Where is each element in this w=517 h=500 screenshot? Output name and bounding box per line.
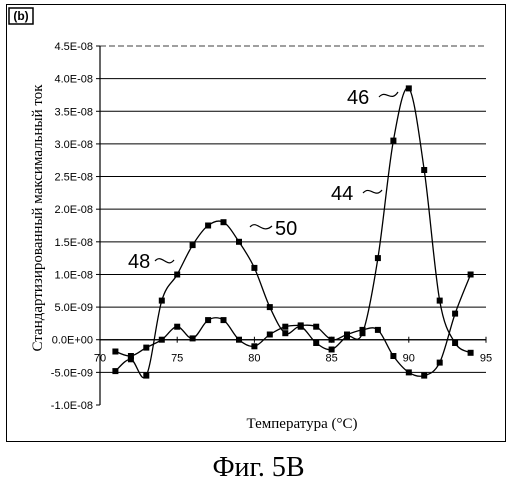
data-point [421, 373, 427, 379]
y-tick-label: 1.0E-08 [54, 269, 93, 281]
data-point [298, 324, 304, 330]
data-point [205, 223, 211, 229]
y-tick-label: 1.5E-08 [54, 237, 93, 249]
y-tick-label: 5.0E-09 [54, 302, 93, 314]
data-point [329, 337, 335, 343]
data-point [437, 360, 443, 366]
data-point [329, 347, 335, 353]
data-point [375, 255, 381, 261]
leader-50 [250, 225, 272, 229]
data-point [174, 324, 180, 330]
y-tick-label: -1.0E-08 [51, 400, 93, 412]
leader-48 [155, 259, 174, 263]
y-tick-label: 0.0E+00 [52, 335, 93, 347]
x-tick-label: 70 [94, 353, 106, 365]
data-point [406, 85, 412, 91]
annotations: 46 44 50 48 [128, 87, 398, 273]
y-tick-label: 2.0E-08 [54, 204, 93, 216]
y-tick-label: 2.5E-08 [54, 172, 93, 184]
y-tick-label: 3.5E-08 [54, 106, 93, 118]
leader-46 [379, 92, 398, 97]
data-point [313, 324, 319, 330]
data-point [221, 317, 227, 323]
x-axis-title: Температура (°C) [247, 416, 358, 432]
data-point [313, 340, 319, 346]
panel-tag: (b) [9, 8, 33, 24]
data-point [267, 332, 273, 338]
data-point [375, 327, 381, 333]
series-44 [112, 272, 473, 379]
data-point [190, 335, 196, 341]
data-point [251, 265, 257, 271]
data-point [421, 167, 427, 173]
y-tick-label: 4.5E-08 [54, 41, 93, 53]
x-tick-label: 85 [325, 353, 337, 365]
data-point [143, 345, 149, 351]
gridlines [100, 46, 486, 372]
series-line-44 [115, 275, 470, 377]
data-point [390, 138, 396, 144]
label-44: 44 [331, 183, 353, 205]
data-point [452, 340, 458, 346]
data-point [174, 272, 180, 278]
data-point [112, 349, 118, 355]
label-46: 46 [347, 87, 369, 109]
data-point [205, 317, 211, 323]
data-point [282, 330, 288, 336]
data-point [267, 304, 273, 310]
data-point [406, 369, 412, 375]
data-point [143, 373, 149, 379]
panel-tag-label: (b) [13, 9, 28, 23]
data-point [344, 334, 350, 340]
x-tick-label: 90 [403, 353, 415, 365]
y-tick-label: -5.0E-09 [51, 367, 93, 379]
label-48: 48 [128, 251, 150, 273]
data-point [112, 368, 118, 374]
x-tick-label: 75 [171, 353, 183, 365]
leader-44 [363, 190, 382, 193]
data-point [468, 350, 474, 356]
y-tick-label: 3.0E-08 [54, 139, 93, 151]
data-point [236, 337, 242, 343]
data-point [190, 242, 196, 248]
data-point [251, 343, 257, 349]
data-point [221, 219, 227, 225]
data-point [159, 298, 165, 304]
data-point [452, 311, 458, 317]
data-point [128, 356, 134, 362]
label-50: 50 [275, 218, 297, 240]
data-point [360, 330, 366, 336]
data-point [390, 353, 396, 359]
data-point [437, 298, 443, 304]
x-tick-label: 80 [248, 353, 260, 365]
data-point [282, 324, 288, 330]
figure-caption: Фиг. 5B [0, 452, 517, 484]
data-point [236, 239, 242, 245]
y-tick-label: 4.0E-08 [54, 74, 93, 86]
data-point [468, 272, 474, 278]
x-tick-label: 95 [480, 353, 492, 365]
data-point [159, 337, 165, 343]
y-axis-title: Стандартизированный максимальный ток [30, 84, 46, 352]
